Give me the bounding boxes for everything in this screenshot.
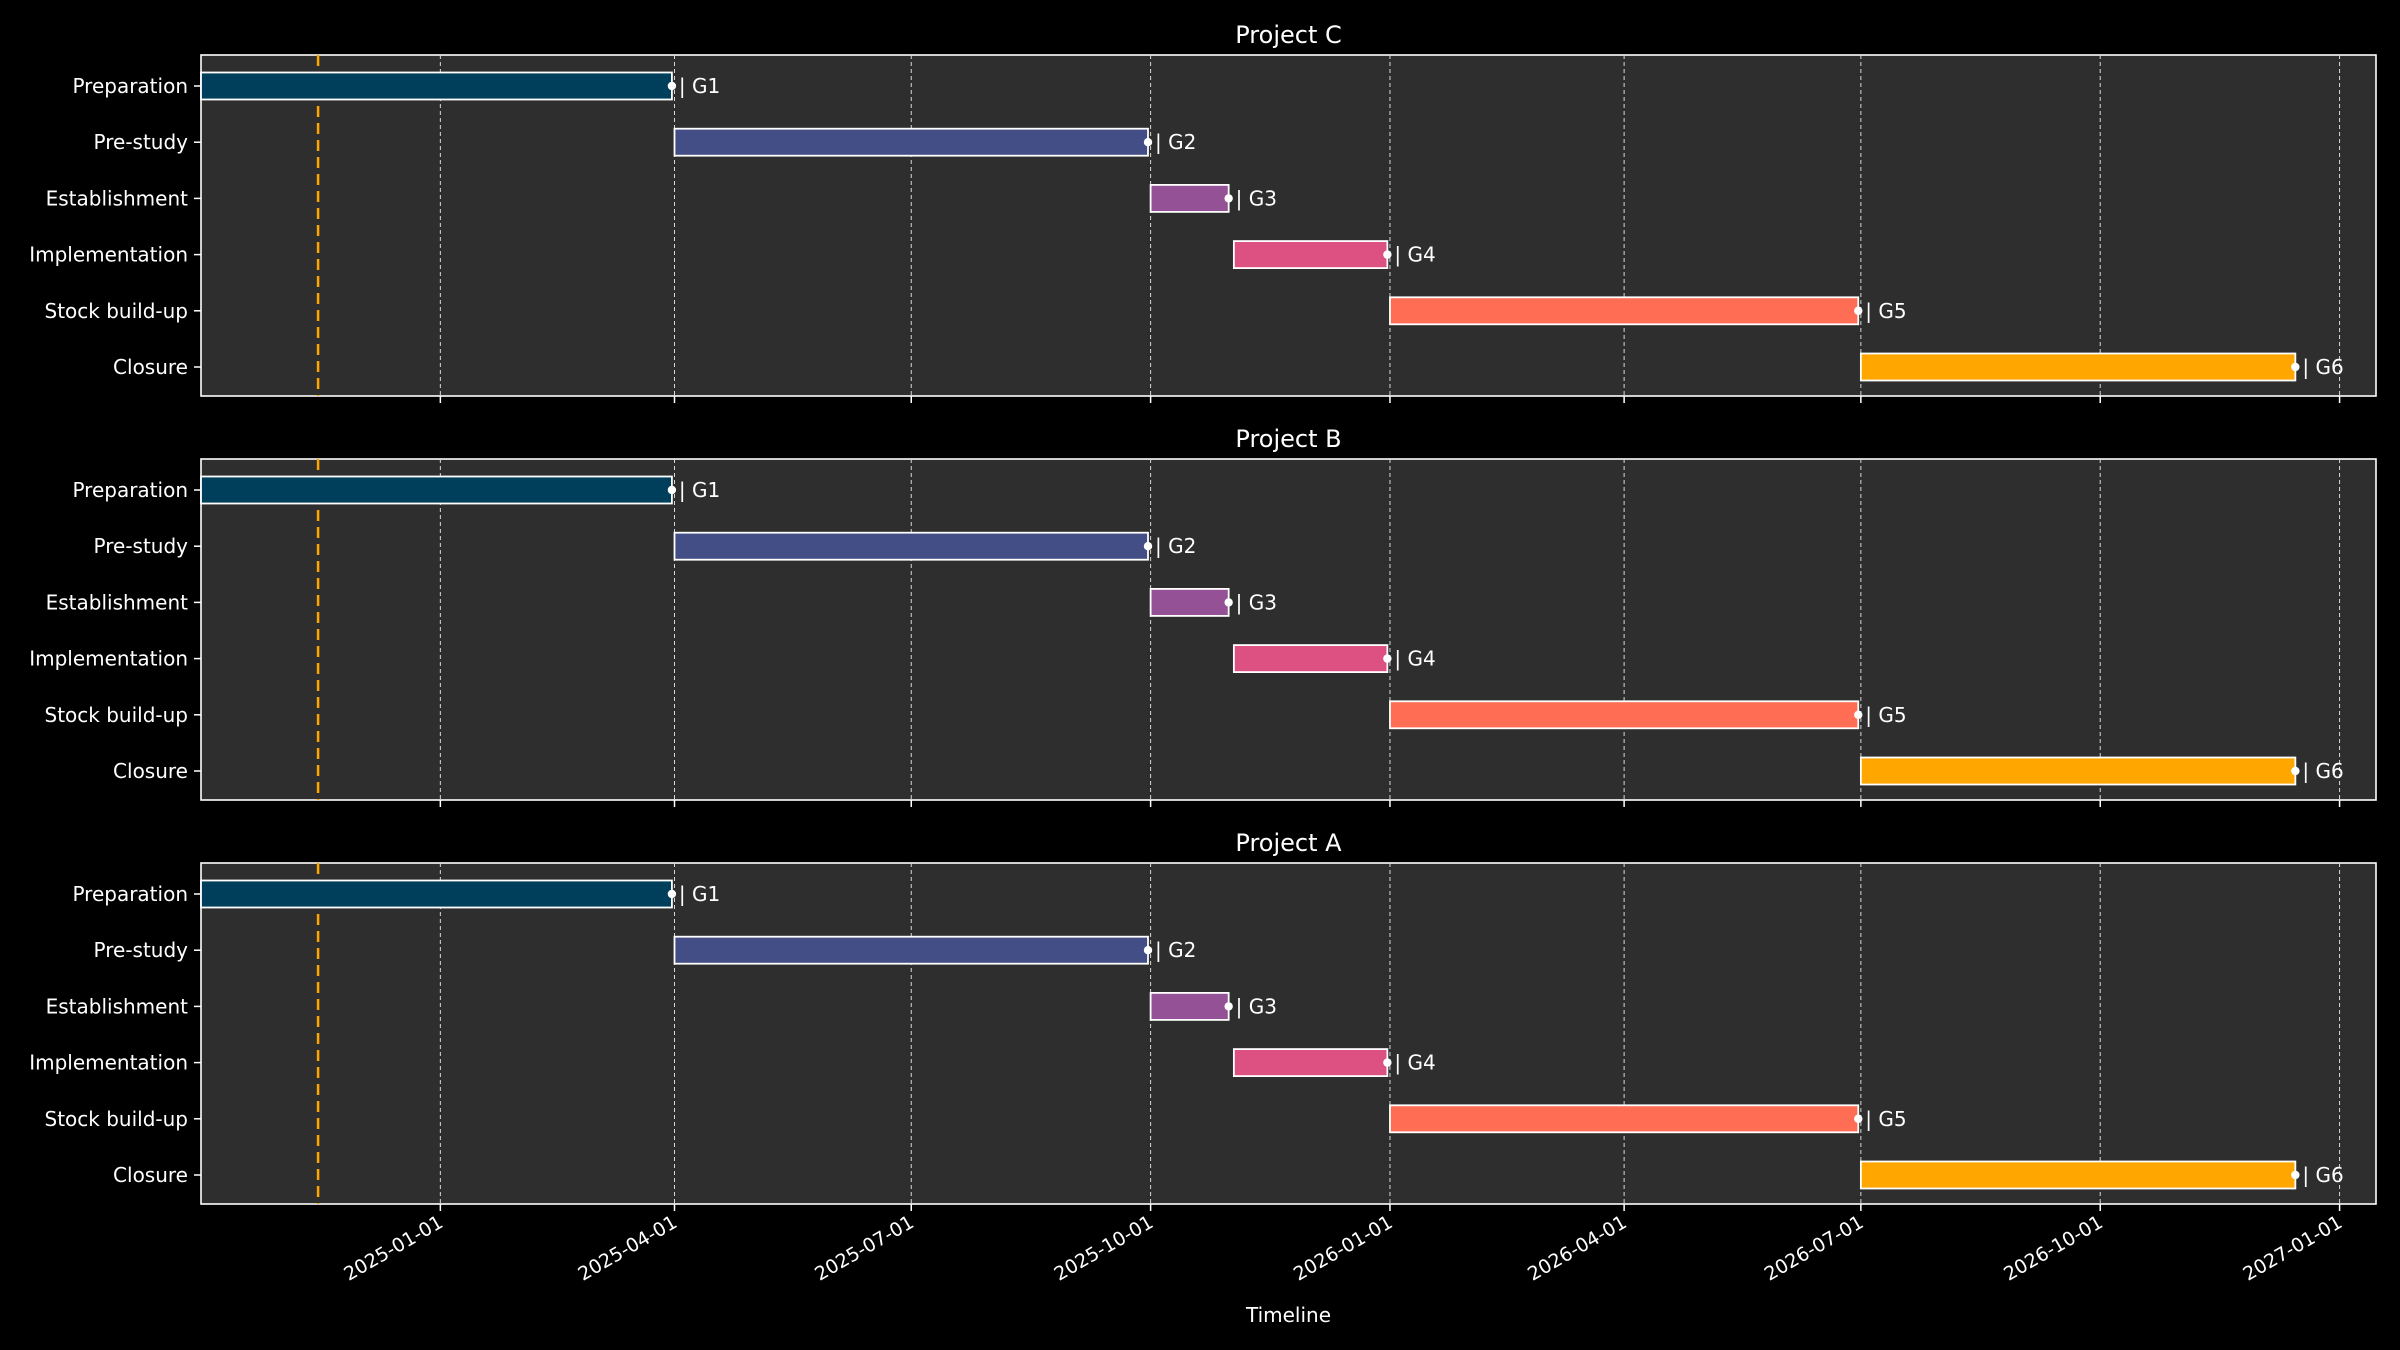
x-tick-label: 2026-01-01 xyxy=(1290,1211,1397,1285)
task-category-label: Closure xyxy=(113,355,188,379)
task-bar xyxy=(1859,756,2297,786)
x-axis-label: Timeline xyxy=(1245,1303,1331,1327)
gate-label: | G1 xyxy=(679,478,720,502)
gate-label: | G6 xyxy=(2302,355,2343,379)
task-category-label: Closure xyxy=(113,1163,188,1187)
task-category-label: Stock build-up xyxy=(45,299,188,323)
gate-label: | G4 xyxy=(1394,243,1435,267)
task-bar xyxy=(200,71,673,101)
gate-marker xyxy=(1224,598,1233,607)
task-category-label: Implementation xyxy=(29,1051,188,1075)
gate-label: | G2 xyxy=(1155,534,1196,558)
gate-label: | G3 xyxy=(1236,186,1277,210)
gate-marker xyxy=(1854,710,1863,719)
gate-label: | G2 xyxy=(1155,938,1196,962)
gate-label: | G5 xyxy=(1865,703,1906,727)
gate-label: | G1 xyxy=(679,74,720,98)
task-category-label: Preparation xyxy=(72,74,188,98)
gate-label: | G5 xyxy=(1865,299,1906,323)
task-bar xyxy=(1149,588,1230,617)
gate-label: | G1 xyxy=(679,882,720,906)
task-bar xyxy=(673,127,1149,157)
gate-marker xyxy=(2291,362,2300,372)
task-bar xyxy=(1859,1160,2297,1190)
task-bar xyxy=(1859,352,2297,382)
task-category-label: Establishment xyxy=(46,590,189,614)
x-tick-label: 2027-01-01 xyxy=(2239,1211,2346,1285)
task-bar xyxy=(1232,240,1389,270)
x-tick-label: 2025-07-01 xyxy=(811,1211,918,1285)
task-category-label: Implementation xyxy=(29,647,188,671)
task-category-label: Stock build-up xyxy=(45,1107,188,1131)
task-bar xyxy=(673,531,1149,561)
x-tick-label: 2026-10-01 xyxy=(2000,1211,2107,1285)
gate-label: | G2 xyxy=(1155,130,1196,154)
gate-marker xyxy=(1143,542,1153,551)
task-category-label: Closure xyxy=(113,759,188,783)
panel-title: Project B xyxy=(1235,425,1341,453)
task-bar xyxy=(1389,1104,1860,1134)
gate-marker xyxy=(1224,194,1233,203)
gate-marker xyxy=(1224,1002,1233,1011)
task-bar xyxy=(1232,644,1389,673)
gate-marker xyxy=(1383,250,1392,259)
panel-background xyxy=(200,54,2377,397)
gate-marker xyxy=(1854,1114,1863,1124)
gate-label: | G5 xyxy=(1865,1107,1906,1131)
gate-marker xyxy=(1143,946,1153,955)
task-category-label: Establishment xyxy=(46,994,189,1018)
gate-marker xyxy=(667,889,677,899)
gate-label: | G6 xyxy=(2302,1163,2343,1187)
task-bar xyxy=(200,475,673,505)
gate-label: | G3 xyxy=(1236,590,1277,614)
task-bar xyxy=(1389,296,1860,326)
task-bar xyxy=(200,879,673,909)
task-category-label: Pre-study xyxy=(94,130,189,154)
task-bar xyxy=(1149,183,1230,213)
panel-title: Project A xyxy=(1235,829,1342,857)
gate-marker xyxy=(1383,654,1392,663)
task-category-label: Implementation xyxy=(29,243,188,267)
gate-label: | G3 xyxy=(1236,994,1277,1018)
gate-marker xyxy=(1854,306,1863,315)
x-tick-label: 2025-01-01 xyxy=(340,1211,447,1285)
task-category-label: Establishment xyxy=(46,186,189,210)
panel-background xyxy=(200,862,2377,1205)
x-tick-label: 2026-07-01 xyxy=(1761,1211,1868,1285)
gate-marker xyxy=(2291,1170,2300,1180)
task-category-label: Pre-study xyxy=(94,534,189,558)
gate-marker xyxy=(667,485,677,495)
gate-marker xyxy=(667,81,677,91)
panel-title: Project C xyxy=(1235,21,1342,49)
x-tick-label: 2025-10-01 xyxy=(1050,1211,1157,1285)
gate-label: | G6 xyxy=(2302,759,2343,783)
task-bar xyxy=(1389,700,1860,730)
task-bar xyxy=(1149,992,1230,1021)
gate-marker xyxy=(1383,1058,1392,1067)
x-tick-label: 2025-04-01 xyxy=(574,1211,681,1285)
task-category-label: Stock build-up xyxy=(45,703,188,727)
gate-label: | G4 xyxy=(1394,647,1435,671)
gate-label: | G4 xyxy=(1394,1051,1435,1075)
x-tick-label: 2026-04-01 xyxy=(1524,1211,1631,1285)
panel-background xyxy=(200,458,2377,801)
gate-marker xyxy=(1143,138,1153,147)
task-category-label: Pre-study xyxy=(94,938,189,962)
task-bar xyxy=(1232,1048,1389,1077)
task-category-label: Preparation xyxy=(72,882,188,906)
task-bar xyxy=(673,935,1149,965)
gate-marker xyxy=(2291,766,2300,776)
task-category-label: Preparation xyxy=(72,478,188,502)
